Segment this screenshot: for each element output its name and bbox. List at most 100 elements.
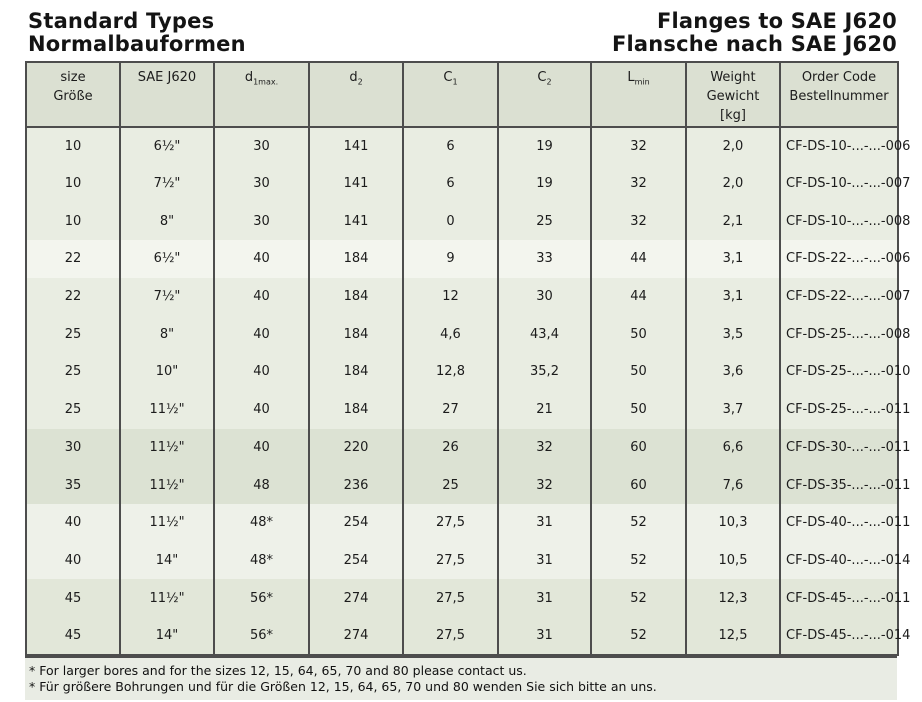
cell-c1: 0	[403, 202, 499, 241]
cell-lmin: 44	[591, 240, 687, 278]
cell-c1: 9	[403, 240, 499, 278]
cell-sae: 11½"	[120, 503, 215, 542]
cell-weight: 2,1	[686, 202, 781, 241]
cell-d2: 141	[309, 127, 404, 165]
cell-c1: 12,8	[403, 353, 499, 391]
cell-lmin: 52	[591, 503, 687, 542]
table-row-size-40: 40 14" 48* 254 27,5 31 52 10,5 CF-DS-40-...-...-…	[26, 541, 910, 580]
cell-lmin: 44	[591, 277, 687, 316]
header-row: size Größe SAE J620 d1max. d2 C1 C2 Lmin Weight G…	[26, 62, 898, 128]
cell-c1: 27,5	[403, 579, 499, 617]
cell-d1max: 30	[214, 202, 310, 241]
page-subtitle-de: Flansche nach SAE J620	[611, 32, 897, 56]
column-header-lmin: Lmin	[591, 62, 687, 128]
cell-order: CF-DS-22-...-...-007	[786, 289, 911, 305]
column-header-d2: d2	[309, 62, 404, 128]
catalog-page: Standard Types Normalbauformen Flanges t…	[0, 10, 922, 702]
cell-c2: 25	[498, 202, 592, 241]
cell-d1max: 40	[214, 353, 310, 391]
cell-d1max: 40	[214, 315, 310, 354]
cell-c2: 31	[498, 503, 592, 542]
column-header-c2: C2	[498, 62, 592, 128]
column-header-size: size Größe	[26, 62, 121, 128]
cell-sae: 7½"	[120, 277, 215, 316]
cell-weight: 2,0	[686, 164, 781, 203]
cell-c2: 19	[498, 127, 592, 165]
cell-c1: 25	[403, 466, 499, 504]
footnote-en: * For larger bores and for the sizes 12,…	[29, 662, 527, 678]
cell-d2: 184	[309, 390, 404, 429]
footnotes: * For larger bores and for the sizes 12,…	[25, 655, 897, 700]
cell-weight: 10,3	[686, 503, 781, 542]
cell-c1: 4,6	[403, 315, 499, 354]
cell-sae: 7½"	[120, 164, 215, 203]
page-subtitle-en: Flanges to SAE J620	[656, 9, 897, 33]
cell-c1: 12	[403, 277, 499, 316]
cell-order: CF-DS-40-...-...-011	[786, 515, 911, 531]
cell-d2: 274	[309, 579, 404, 617]
cell-size: 10	[26, 127, 121, 165]
cell-sae: 6½"	[120, 127, 215, 165]
cell-size: 25	[26, 315, 121, 354]
cell-c2: 30	[498, 277, 592, 316]
cell-sae: 14"	[120, 541, 215, 580]
cell-order: CF-DS-10-...-...-007	[786, 176, 911, 192]
cell-lmin: 50	[591, 315, 687, 354]
cell-size: 22	[26, 277, 121, 316]
cell-d2: 184	[309, 315, 404, 354]
cell-sae: 11½"	[120, 428, 215, 467]
cell-d2: 274	[309, 616, 404, 655]
cell-lmin: 52	[591, 579, 687, 617]
cell-lmin: 52	[591, 616, 687, 655]
cell-order: CF-DS-25-...-...-011	[786, 402, 911, 418]
table-row-size-40: 40 11½" 48* 254 27,5 31 52 10,3 CF-DS-40-...-...…	[26, 503, 911, 542]
table-row-size-35: 35 11½" 48 236 25 32 60 7,6 CF-DS-35-...-...-011	[26, 466, 910, 504]
cell-size: 25	[26, 390, 121, 429]
cell-c1: 27,5	[403, 616, 499, 655]
cell-d1max: 30	[214, 164, 310, 203]
cell-order: CF-DS-10-...-...-006	[786, 138, 911, 154]
cell-sae: 11½"	[120, 579, 215, 617]
cell-d2: 254	[309, 503, 404, 542]
cell-d1max: 40	[214, 428, 310, 467]
cell-d2: 236	[309, 466, 404, 504]
cell-size: 22	[26, 240, 121, 278]
cell-lmin: 52	[591, 541, 687, 580]
cell-c1: 27	[403, 390, 499, 429]
table-row-size-25: 25 10" 40 184 12,8 35,2 50 3,6 CF-DS-25-...-...-…	[26, 353, 910, 391]
column-header-sae: SAE J620	[120, 62, 215, 128]
table-row-size-25: 25 8" 40 184 4,6 43,4 50 3,5 CF-DS-25-...-...-00…	[26, 315, 910, 354]
cell-weight: 3,1	[686, 277, 781, 316]
cell-c2: 21	[498, 390, 592, 429]
column-header-c1: C1	[403, 62, 499, 128]
page-title-de: Normalbauformen	[28, 32, 246, 56]
cell-d1max: 40	[214, 240, 310, 278]
cell-sae: 11½"	[120, 390, 215, 429]
cell-d2: 141	[309, 164, 404, 203]
table-row-size-25: 25 11½" 40 184 27 21 50 3,7 CF-DS-25-...-...-011	[26, 390, 911, 429]
cell-lmin: 60	[591, 428, 687, 467]
cell-lmin: 60	[591, 466, 687, 504]
cell-c2: 35,2	[498, 353, 592, 391]
cell-c2: 31	[498, 541, 592, 580]
cell-weight: 3,7	[686, 390, 781, 429]
cell-weight: 3,6	[686, 353, 781, 391]
cell-size: 40	[26, 541, 121, 580]
cell-order: CF-DS-30-...-...-011	[786, 439, 911, 455]
column-header-order: Order Code Bestellnummer	[780, 62, 898, 128]
page-header: Standard Types Normalbauformen Flanges t…	[28, 10, 897, 56]
cell-d2: 184	[309, 240, 404, 278]
table-row-size-30: 30 11½" 40 220 26 32 60 6,6 CF-DS-30-...-...-011	[26, 428, 911, 467]
column-header-weight: Weight Gewicht [kg]	[686, 62, 781, 128]
cell-sae: 8"	[120, 202, 215, 241]
cell-weight: 10,5	[686, 541, 781, 580]
cell-weight: 2,0	[686, 127, 781, 165]
cell-lmin: 50	[591, 353, 687, 391]
cell-d1max: 48*	[214, 503, 310, 542]
cell-c2: 31	[498, 579, 592, 617]
cell-weight: 12,3	[686, 579, 781, 617]
cell-size: 25	[26, 353, 121, 391]
cell-c1: 6	[403, 164, 499, 203]
cell-d2: 141	[309, 202, 404, 241]
page-title-en: Standard Types	[28, 9, 215, 33]
